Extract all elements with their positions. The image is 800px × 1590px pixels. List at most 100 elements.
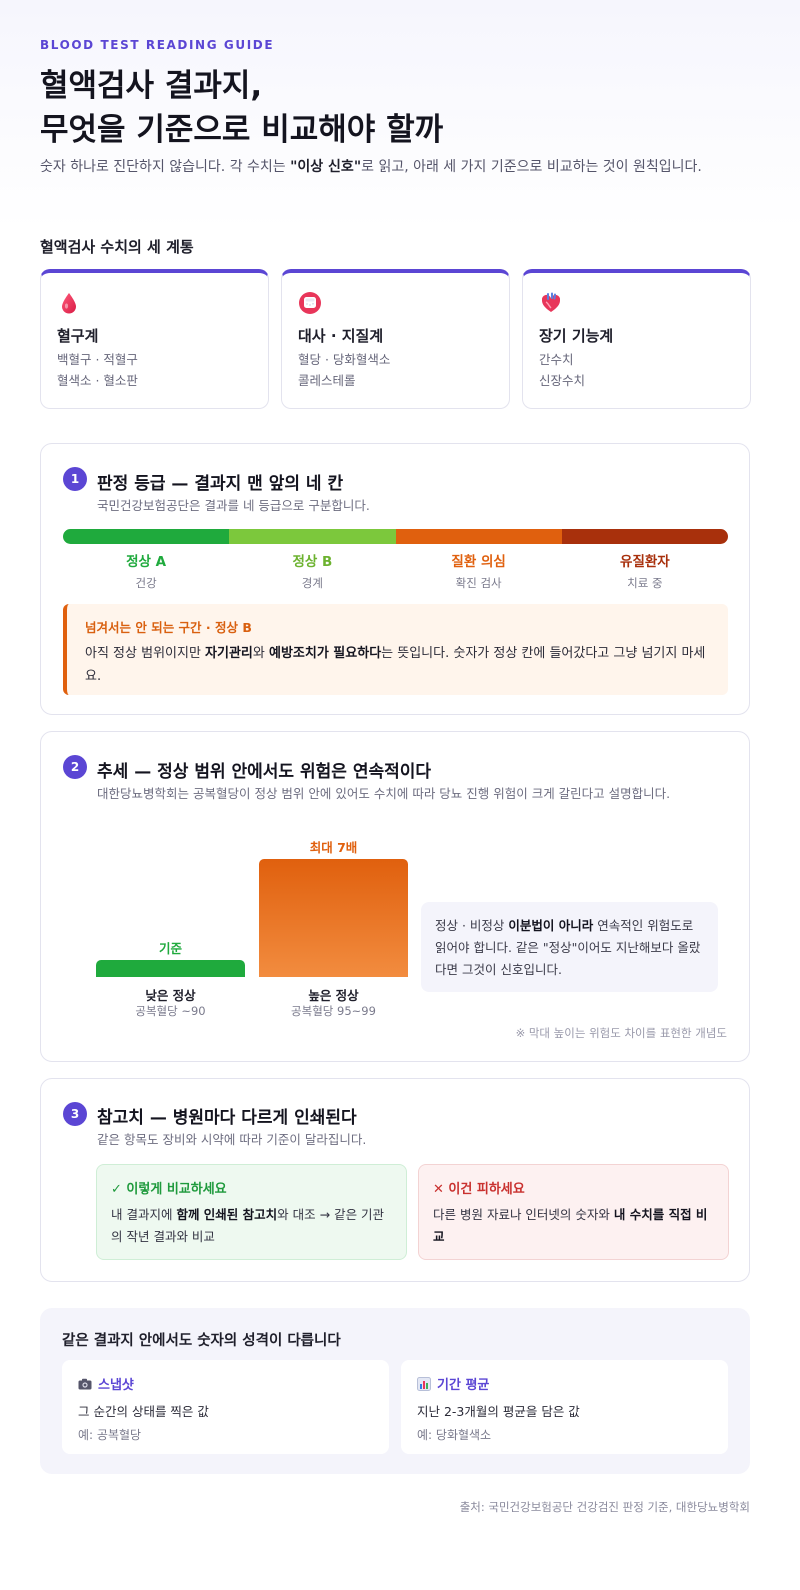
grade-name: 유질환자: [620, 554, 670, 570]
number-types-panel: 같은 결과지 안에서도 숫자의 성격이 다릅니다 스냅샷 그 순간의 상태를 찍…: [40, 1308, 750, 1474]
grade-segment: [561, 529, 728, 544]
category-line: 간수치: [539, 352, 574, 367]
bar-chart-icon: [417, 1376, 431, 1391]
period-average-title-text: 기간 평균: [437, 1378, 490, 1393]
trend-note-pre: 정상 · 비정상: [435, 918, 509, 933]
camera-icon: [78, 1378, 92, 1389]
intro-text-pre: 숫자 하나로 진단하지 않습니다. 각 수치는: [40, 159, 291, 175]
period-average-card: 기간 평균 지난 2-3개월의 평균을 담은 값 예: 당화혈색소: [401, 1360, 728, 1454]
grade-bar: [63, 529, 728, 544]
avoid-pre: 다른 병원 자료나 인터넷의 숫자와: [433, 1207, 614, 1222]
chart-bar: [259, 859, 408, 977]
trend-note: 정상 · 비정상 이분법이 아니라 연속적인 위험도로 읽어야 합니다. 같은 …: [421, 902, 718, 992]
category-line: 콜레스테롤: [298, 373, 356, 388]
section-reference-card: 3 참고치 — 병원마다 다르게 인쇄된다 같은 항목도 장비와 시약에 따라 …: [40, 1078, 750, 1282]
callout-text-post: 는 뜻입니다. 숫자가 정상 칸에 들어갔다고 그냥 넘기지 마세요.: [85, 646, 706, 684]
category-line: 혈색소 · 혈소판: [57, 373, 138, 388]
callout-text: 아직 정상 범위이지만 자기관리와 예방조치가 필요하다는 뜻입니다. 숫자가 …: [85, 642, 712, 688]
callout-text-mid: 와: [252, 646, 269, 661]
grade-segment: [63, 529, 230, 544]
category-title: 장기 기능계: [539, 327, 614, 345]
category-line: 백혈구 · 적혈구: [57, 352, 138, 367]
snapshot-card: 스냅샷 그 순간의 상태를 찍은 값 예: 공복혈당: [62, 1360, 389, 1454]
period-average-title: 기간 평균: [417, 1374, 712, 1393]
chart-category-label: 높은 정상: [308, 988, 359, 1003]
period-average-desc: 지난 2-3개월의 평균을 담은 값: [417, 1404, 580, 1419]
avoid-title: ✕ 이건 피하세요: [433, 1182, 525, 1197]
intro-text-post: 로 읽고, 아래 세 가지 기준으로 비교하는 것이 원칙입니다.: [361, 159, 702, 175]
grade-segment: [395, 529, 562, 544]
source-note: 출처: 국민건강보험공단 건강검진 판정 기준, 대한당뇨병학회: [459, 1500, 750, 1514]
callout-text-bold: 자기관리: [205, 646, 253, 661]
grade-desc: 건강: [135, 576, 157, 590]
trend-note-bold: 이분법이 아니라: [508, 918, 594, 933]
category-title: 혈구계: [57, 327, 99, 345]
snapshot-title-text: 스냅샷: [98, 1378, 134, 1393]
section-number-badge: 1: [63, 467, 87, 491]
section-subtitle: 같은 항목도 장비와 시약에 따라 기준이 달라집니다.: [97, 1132, 367, 1147]
snapshot-title: 스냅샷: [78, 1374, 373, 1393]
section-title: 판정 등급 — 결과지 맨 앞의 네 칸: [97, 474, 344, 494]
category-title: 대사 · 지질계: [298, 327, 384, 345]
avoid-bold: 내 수치를 직접 비교: [433, 1207, 708, 1244]
section-number-badge: 3: [63, 1102, 87, 1126]
chart-bar: [96, 960, 245, 977]
section-subtitle: 국민건강보험공단은 결과를 네 등급으로 구분합니다.: [97, 498, 370, 513]
page-title: 혈액검사 결과지, 무엇을 기준으로 비교해야 할까: [40, 64, 443, 152]
grade-name: 정상 B: [292, 554, 333, 570]
section-title: 참고치 — 병원마다 다르게 인쇄된다: [97, 1108, 357, 1128]
grade-desc: 치료 중: [627, 576, 663, 590]
callout-text-pre: 아직 정상 범위이지만: [85, 646, 206, 661]
callout-text-bold: 예방조치가 필요하다: [268, 646, 382, 661]
grade-segment: [229, 529, 396, 544]
eyebrow-label: BLOOD TEST READING GUIDE: [40, 38, 275, 52]
grade-column: 정상 A 건강: [63, 553, 229, 591]
blood-drop-icon: [62, 293, 76, 314]
title-line-2: 무엇을 기준으로 비교해야 할까: [40, 112, 444, 148]
period-average-example: 예: 당화혈색소: [417, 1428, 492, 1442]
sugar-cube-icon: [299, 292, 321, 314]
section-subtitle: 대한당뇨병학회는 공복혈당이 정상 범위 안에 있어도 수치에 따라 당뇨 진행…: [97, 786, 671, 801]
chart-data-label: 기준: [158, 941, 182, 956]
grade-desc: 확진 검사: [455, 576, 502, 590]
category-card-organ: 장기 기능계 간수치 신장수치: [522, 269, 751, 409]
snapshot-example: 예: 공복혈당: [78, 1428, 142, 1442]
anatomical-heart-icon: [541, 292, 561, 312]
grade-name: 정상 A: [126, 554, 167, 570]
panel-title: 같은 결과지 안에서도 숫자의 성격이 다릅니다: [62, 1333, 341, 1349]
section-trend-card: 2 추세 — 정상 범위 안에서도 위험은 연속적이다 대한당뇨병학회는 공복혈…: [40, 731, 750, 1062]
category-card-blood-cells: 혈구계 백혈구 · 적혈구 혈색소 · 혈소판: [40, 269, 269, 409]
chart-footnote: ※ 막대 높이는 위험도 차이를 표현한 개념도: [515, 1026, 727, 1040]
title-line-1: 혈액검사 결과지,: [40, 68, 263, 104]
do-compare-title: ✓ 이렇게 비교하세요: [111, 1182, 227, 1197]
grade-column: 유질환자 치료 중: [562, 553, 728, 591]
chart-category-sublabel: 공복혈당 95~99: [291, 1004, 376, 1018]
snapshot-desc: 그 순간의 상태를 찍은 값: [78, 1404, 209, 1419]
categories-heading: 혈액검사 수치의 세 계통: [40, 238, 194, 256]
trend-note-post: 연속적인 위험도로 읽어야 합니다. 같은 "정상"이어도 지난해보다 올랐다면…: [435, 918, 701, 977]
section-grade-card: 1 판정 등급 — 결과지 맨 앞의 네 칸 국민건강보험공단은 결과를 네 등…: [40, 443, 750, 715]
avoid-text: 다른 병원 자료나 인터넷의 숫자와 내 수치를 직접 비교: [433, 1204, 714, 1248]
do-compare-bold: 함께 인쇄된 참고치: [176, 1207, 278, 1222]
category-card-metabolic: 대사 · 지질계 혈당 · 당화혈색소 콜레스테롤: [281, 269, 510, 409]
do-compare-text: 내 결과지에 함께 인쇄된 참고치와 대조 → 같은 기관의 작년 결과와 비교: [111, 1204, 392, 1248]
chart-category-sublabel: 공복혈당 ~90: [135, 1004, 206, 1018]
category-line: 혈당 · 당화혈색소: [298, 352, 391, 367]
category-line: 신장수치: [539, 373, 586, 388]
section-number-badge: 2: [63, 755, 87, 779]
section-title: 추세 — 정상 범위 안에서도 위험은 연속적이다: [97, 762, 432, 782]
grade-name: 질환 의심: [451, 554, 506, 570]
grade-column: 정상 B 경계: [229, 553, 395, 591]
grade-labels: 정상 A 건강 정상 B 경계 질환 의심 확진 검사 유질환자 치료 중: [63, 553, 728, 591]
chart-category-label: 낮은 정상: [145, 988, 196, 1003]
chart-data-label: 최대 7배: [309, 840, 358, 855]
do-compare-post: 와 대조 → 같은 기관의 작년 결과와 비교: [111, 1207, 385, 1244]
grade-desc: 경계: [301, 576, 323, 590]
do-compare-pre: 내 결과지에: [111, 1207, 177, 1222]
intro-text-bold: "이상 신호": [290, 159, 362, 175]
grade-column: 질환 의심 확진 검사: [396, 553, 562, 591]
callout-title: 넘겨서는 안 되는 구간 · 정상 B: [85, 620, 252, 635]
intro-text: 숫자 하나로 진단하지 않습니다. 각 수치는 "이상 신호"로 읽고, 아래 …: [40, 155, 760, 179]
avoid-box: ✕ 이건 피하세요 다른 병원 자료나 인터넷의 숫자와 내 수치를 직접 비교: [418, 1164, 729, 1260]
